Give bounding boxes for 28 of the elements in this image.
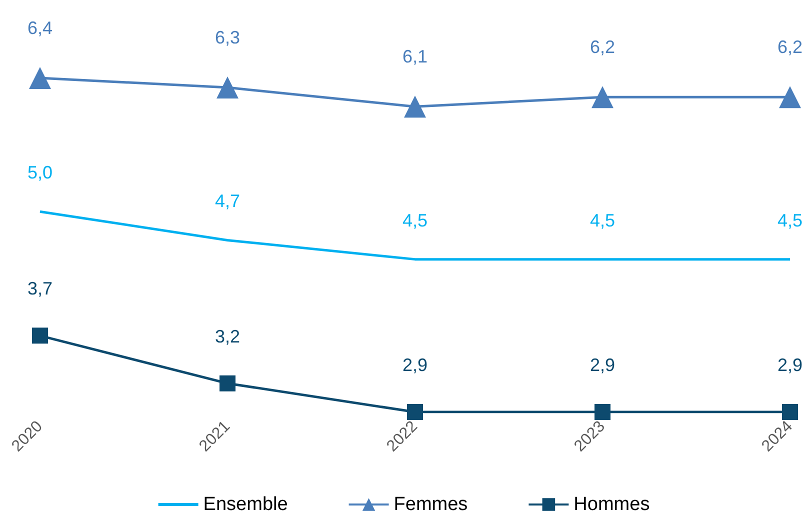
data-label: 6,4: [27, 18, 53, 38]
data-label: 4,7: [214, 191, 240, 212]
point: [594, 404, 610, 420]
data-label: 6,3: [214, 28, 240, 48]
data-label: 2,9: [777, 355, 803, 375]
data-label: 2,9: [402, 355, 428, 375]
point: [29, 67, 51, 89]
data-label: 6,2: [777, 37, 803, 58]
data-label: 3,7: [27, 278, 53, 299]
legend-label: Ensemble: [203, 494, 288, 515]
data-label: 5,0: [27, 162, 53, 183]
legend-label: Hommes: [574, 494, 650, 515]
point: [216, 76, 238, 99]
point: [404, 96, 426, 118]
data-label: 2,9: [590, 355, 616, 375]
data-label: 4,5: [777, 210, 803, 230]
data-label: 4,5: [402, 210, 428, 230]
data-label: 3,2: [214, 326, 240, 346]
point: [32, 328, 48, 344]
point: [592, 86, 614, 108]
point: [782, 404, 798, 420]
data-label: 6,1: [402, 46, 428, 67]
data-label: 6,2: [590, 37, 616, 58]
point: [220, 375, 236, 392]
legend-label: Femmes: [394, 494, 468, 515]
data-label: 4,5: [590, 210, 616, 230]
point: [779, 86, 801, 108]
point: [407, 404, 423, 420]
